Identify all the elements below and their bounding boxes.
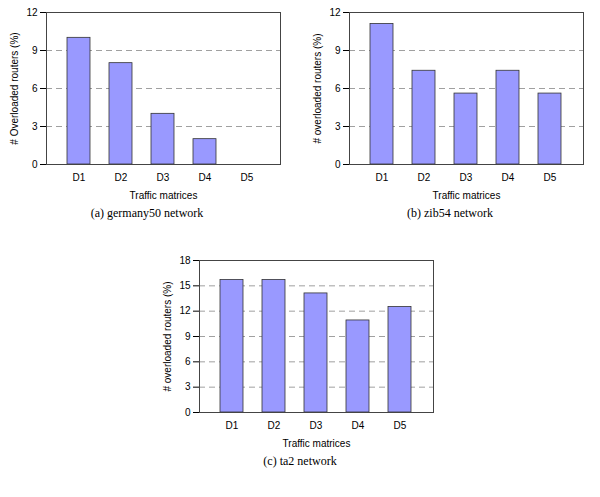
svg-text:9: 9 — [32, 45, 38, 56]
svg-text:D5: D5 — [544, 172, 557, 183]
svg-text:D5: D5 — [241, 172, 254, 183]
svg-text:6: 6 — [185, 356, 191, 367]
svg-text:D4: D4 — [352, 420, 365, 431]
svg-text:Traffic matrices: Traffic matrices — [283, 438, 351, 449]
svg-text:Traffic matrices: Traffic matrices — [130, 190, 198, 201]
svg-text:Traffic matrices: Traffic matrices — [433, 190, 501, 201]
svg-text:6: 6 — [335, 83, 341, 94]
html-text:(b) zib54 network: (b) zib54 network — [407, 206, 493, 220]
svg-text:3: 3 — [32, 121, 38, 132]
svg-text:3: 3 — [185, 381, 191, 392]
svg-text:D3: D3 — [460, 172, 473, 183]
svg-text:D4: D4 — [502, 172, 515, 183]
svg-text:D2: D2 — [115, 172, 128, 183]
svg-text:12: 12 — [179, 305, 191, 316]
svg-text:12: 12 — [26, 7, 38, 18]
svg-text:D3: D3 — [157, 172, 170, 183]
svg-text:D1: D1 — [376, 172, 389, 183]
svg-text:15: 15 — [179, 280, 191, 291]
svg-text:9: 9 — [335, 45, 341, 56]
svg-text:D1: D1 — [73, 172, 86, 183]
svg-text:18: 18 — [179, 255, 191, 266]
svg-text:# Overloaded routers (%): # Overloaded routers (%) — [9, 32, 20, 144]
svg-text:# overloaded routers (%): # overloaded routers (%) — [312, 33, 323, 143]
svg-text:3: 3 — [335, 121, 341, 132]
svg-text:# overloaded routers (%): # overloaded routers (%) — [162, 281, 173, 391]
svg-text:0: 0 — [335, 159, 341, 170]
svg-text:0: 0 — [32, 159, 38, 170]
svg-text:D3: D3 — [310, 420, 323, 431]
html-text:(c) ta2 network: (c) ta2 network — [263, 454, 337, 468]
svg-text:D1: D1 — [226, 420, 239, 431]
html-text:(a) germany50 network: (a) germany50 network — [90, 206, 204, 220]
svg-text:D2: D2 — [418, 172, 431, 183]
svg-text:12: 12 — [329, 7, 341, 18]
svg-text:D5: D5 — [394, 420, 407, 431]
svg-text:6: 6 — [32, 83, 38, 94]
svg-text:D2: D2 — [268, 420, 281, 431]
svg-text:D4: D4 — [199, 172, 212, 183]
svg-text:0: 0 — [185, 407, 191, 418]
svg-text:9: 9 — [185, 331, 191, 342]
